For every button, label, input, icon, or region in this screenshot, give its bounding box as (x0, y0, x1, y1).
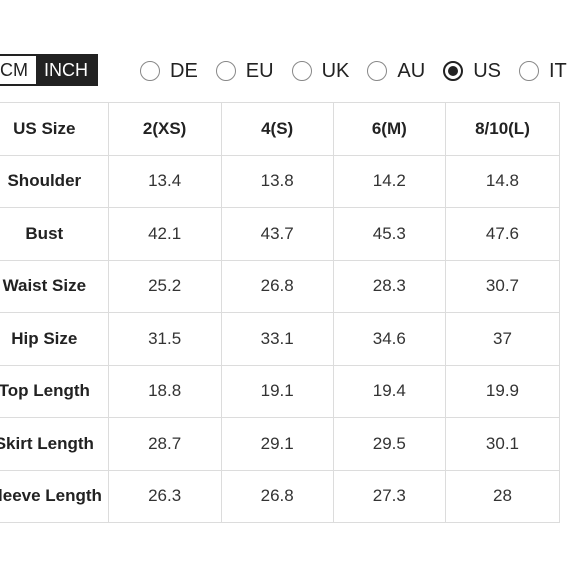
table-cell: 28.3 (332, 259, 446, 313)
table-cell: 26.8 (220, 259, 334, 313)
region-label: IT (548, 59, 567, 82)
header-cell: US Size (0, 102, 109, 156)
table-cell: 25.2 (107, 259, 222, 313)
header-cell: 8/10(L) (444, 102, 561, 156)
table-cell: 19.9 (444, 364, 561, 418)
radio-icon[interactable] (215, 61, 236, 81)
table-cell: 30.7 (444, 259, 561, 313)
table-cell: 19.1 (220, 364, 334, 418)
region-option-uk[interactable]: UK (291, 59, 350, 83)
table-cell: 29.5 (332, 417, 446, 471)
table-cell: 27.3 (332, 469, 446, 523)
size-chart-table: US Size 2(XS) 4(S) 6(M) 8/10(L) Shoulder… (0, 102, 561, 523)
row-label: Bust (0, 207, 109, 261)
table-header-row: US Size 2(XS) 4(S) 6(M) 8/10(L) (0, 102, 561, 156)
radio-icon[interactable] (367, 61, 388, 81)
header-cell: 4(S) (220, 102, 334, 156)
header-cell: 6(M) (332, 102, 446, 156)
region-selector: DE EU UK AU US IT (140, 56, 580, 86)
region-option-de[interactable]: DE (140, 60, 198, 83)
region-option-us[interactable]: US (443, 60, 501, 83)
region-option-it[interactable]: IT (518, 59, 567, 83)
table-row: Waist Size 25.2 26.8 28.3 30.7 (0, 259, 561, 313)
row-label: Skirt Length (0, 417, 109, 471)
table-cell: 37 (444, 312, 561, 366)
table-row: Top Length 18.8 19.1 19.4 19.9 (0, 364, 561, 418)
row-label: Sleeve Length (0, 469, 109, 523)
region-label: UK (321, 59, 350, 82)
table-row: Skirt Length 28.7 29.1 29.5 30.1 (0, 417, 561, 471)
table-cell: 34.6 (332, 312, 446, 366)
row-label: Top Length (0, 364, 109, 418)
inch-button[interactable]: INCH (36, 56, 96, 84)
region-label: DE (170, 59, 198, 82)
table-row: Bust 42.1 43.7 45.3 47.6 (0, 207, 561, 261)
table-cell: 28.7 (107, 417, 222, 471)
row-label: Shoulder (0, 154, 109, 208)
radio-icon[interactable] (140, 61, 160, 81)
table-cell: 26.3 (107, 469, 222, 523)
radio-icon[interactable] (518, 61, 539, 81)
row-label: Hip Size (0, 312, 109, 366)
table-row: Sleeve Length 26.3 26.8 27.3 28 (0, 469, 561, 523)
region-option-eu[interactable]: EU (215, 59, 274, 83)
region-label: EU (245, 59, 274, 82)
table-cell: 33.1 (220, 312, 334, 366)
region-label: US (473, 59, 501, 82)
region-label: AU (397, 59, 426, 82)
table-cell: 43.7 (220, 207, 334, 261)
table-cell: 13.8 (220, 154, 334, 208)
table-cell: 47.6 (444, 207, 561, 261)
radio-icon[interactable] (291, 61, 312, 81)
table-cell: 14.8 (444, 154, 561, 208)
table-row: Shoulder 13.4 13.8 14.2 14.8 (0, 154, 561, 208)
table-cell: 45.3 (332, 207, 446, 261)
table-row: Hip Size 31.5 33.1 34.6 37 (0, 312, 561, 366)
cm-button[interactable]: CM (0, 56, 36, 84)
row-label: Waist Size (0, 259, 109, 313)
table-cell: 13.4 (107, 154, 222, 208)
table-cell: 30.1 (444, 417, 561, 471)
table-cell: 18.8 (107, 364, 222, 418)
region-option-au[interactable]: AU (367, 60, 425, 83)
table-cell: 42.1 (107, 207, 222, 261)
header-cell: 2(XS) (107, 102, 222, 156)
table-cell: 31.5 (107, 312, 222, 366)
table-cell: 28 (444, 469, 561, 523)
unit-toggle: CM INCH (0, 54, 98, 86)
radio-checked-icon[interactable] (443, 61, 464, 81)
table-cell: 19.4 (332, 364, 446, 418)
table-cell: 29.1 (220, 417, 334, 471)
table-cell: 14.2 (332, 154, 446, 208)
table-cell: 26.8 (220, 469, 334, 523)
